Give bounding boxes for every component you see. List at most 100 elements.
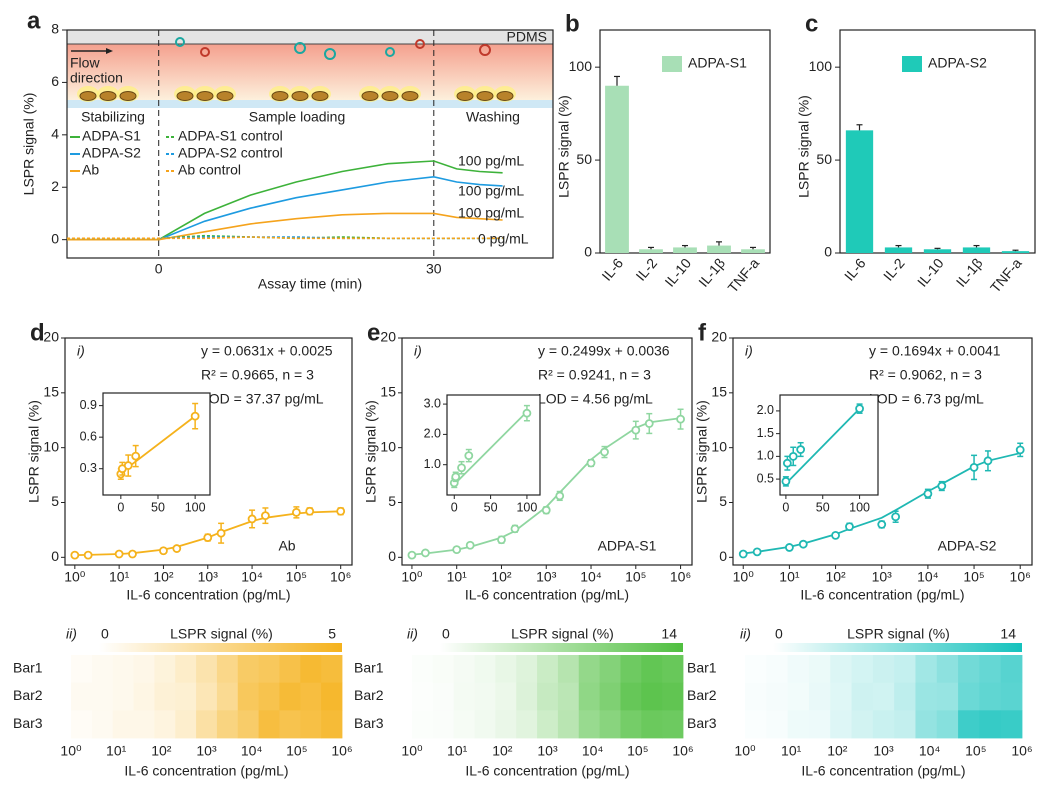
x-tick-label: 10⁶ — [1010, 569, 1031, 585]
heatmap-cell — [453, 710, 475, 739]
y-tick-label: 20 — [711, 329, 727, 345]
heatmap-cell — [894, 710, 916, 739]
heatmap-cell — [237, 710, 260, 739]
series-label: Ab — [278, 538, 295, 554]
colorbar-label: LSPR signal (%) — [511, 626, 614, 642]
heatmap-cell — [216, 710, 239, 739]
legend-label: ADPA-S2 — [928, 55, 987, 71]
heatmap-cell — [578, 655, 601, 684]
legend-label: Ab control — [178, 162, 241, 178]
x-tick-label: 10² — [827, 743, 848, 759]
x-tick-label: IL-10 — [661, 255, 694, 290]
heatmap-cell — [112, 710, 134, 739]
data-point — [114, 549, 124, 559]
phase-label: Stabilizing — [81, 109, 145, 125]
y-axis-label: LSPR signal (%) — [694, 400, 710, 503]
colorbar — [99, 643, 342, 652]
bar — [884, 247, 913, 253]
x-tick-label: 0 — [155, 261, 163, 277]
panel-letter: c — [805, 10, 818, 37]
bar — [923, 249, 952, 253]
y-tick-label: 20 — [43, 329, 59, 345]
heatmap-cell — [91, 682, 114, 711]
x-tick-label: 0 — [117, 500, 124, 514]
heatmap-cell — [787, 710, 810, 739]
x-tick-label: IL-2 — [632, 255, 660, 284]
x-tick-label: 0 — [782, 500, 789, 514]
heatmap-cell — [71, 710, 93, 739]
panel-letter: a — [27, 7, 41, 34]
x-tick-label: 10⁰ — [734, 743, 756, 759]
heatmap-cell — [216, 682, 239, 711]
heatmap-cell — [432, 682, 455, 711]
heatmap-cell — [958, 655, 980, 684]
phase-label: Sample loading — [249, 109, 346, 125]
heatmap-cell — [851, 682, 874, 711]
annotation: 100 pg/mL — [458, 183, 524, 199]
heatmap-cell — [958, 710, 980, 739]
x-tick-label: 10⁰ — [64, 569, 86, 585]
annotation: 100 pg/mL — [458, 153, 524, 169]
data-point — [676, 414, 685, 424]
heatmap-cell — [830, 655, 852, 684]
data-point — [457, 463, 466, 473]
x-tick-label: 10⁰ — [401, 569, 423, 585]
heatmap-cell — [662, 682, 684, 711]
data-point — [464, 451, 474, 461]
x-tick-label: 10⁵ — [965, 743, 986, 759]
y-tick-label: 6 — [51, 73, 59, 89]
x-tick-label: 10² — [153, 569, 174, 585]
data-point — [522, 408, 532, 418]
panel-letter: e — [367, 319, 380, 346]
x-tick-label: 50 — [151, 500, 165, 514]
row-label: Bar1 — [13, 660, 43, 676]
heatmap-cell — [915, 655, 938, 684]
heatmap-cell — [578, 682, 601, 711]
data-point — [261, 511, 270, 521]
y-tick-label: 2.0 — [424, 427, 441, 441]
legend-label: ADPA-S1 — [82, 128, 141, 144]
heatmap-cell — [620, 710, 642, 739]
heatmap-cell — [71, 655, 93, 684]
heatmap-cell — [766, 655, 789, 684]
y-tick-label: 0 — [51, 230, 59, 246]
heatmap-cell — [915, 710, 938, 739]
fit-equation: LOD = 6.73 pg/mL — [869, 391, 984, 407]
data-point — [923, 489, 933, 499]
heatmap-cell — [516, 682, 538, 711]
x-tick-label: 10⁰ — [401, 743, 423, 759]
x-tick-label: 100 — [516, 500, 537, 514]
fit-equation: R² = 0.9062, n = 3 — [869, 367, 982, 383]
y-tick-label: 0 — [584, 244, 592, 260]
x-tick-label: 10³ — [536, 569, 557, 585]
data-point — [336, 506, 346, 516]
heatmap-cell — [453, 655, 475, 684]
x-tick-label: 10⁰ — [733, 569, 755, 585]
heatmap-cell — [474, 710, 496, 739]
data-point — [465, 540, 475, 550]
bar — [707, 245, 731, 253]
heatmap-cell — [474, 682, 496, 711]
data-point — [407, 550, 417, 560]
legend-label: Ab — [82, 162, 99, 178]
colorbar-max: 14 — [1000, 626, 1016, 642]
heatmap-cell — [787, 682, 810, 711]
heatmap-cell — [851, 655, 874, 684]
heatmap-cell — [641, 682, 663, 711]
heatmap-cell — [745, 710, 767, 739]
fit-line — [120, 415, 196, 474]
heatmap-cell — [557, 710, 580, 739]
y-tick-label: 0 — [824, 244, 832, 260]
heatmap-cell — [133, 655, 155, 684]
x-tick-label: 10¹ — [447, 569, 468, 585]
protein-icon — [294, 42, 306, 54]
heatmap-cell — [1000, 710, 1023, 739]
fit-equation: y = 0.1694x + 0.0041 — [869, 343, 1001, 359]
data-point — [644, 419, 654, 428]
bar — [605, 85, 629, 253]
panel-letter: d — [30, 319, 45, 346]
data-point — [891, 512, 901, 522]
heatmap-cell — [641, 710, 663, 739]
phase-label: Washing — [466, 109, 520, 125]
data-point — [969, 463, 979, 472]
